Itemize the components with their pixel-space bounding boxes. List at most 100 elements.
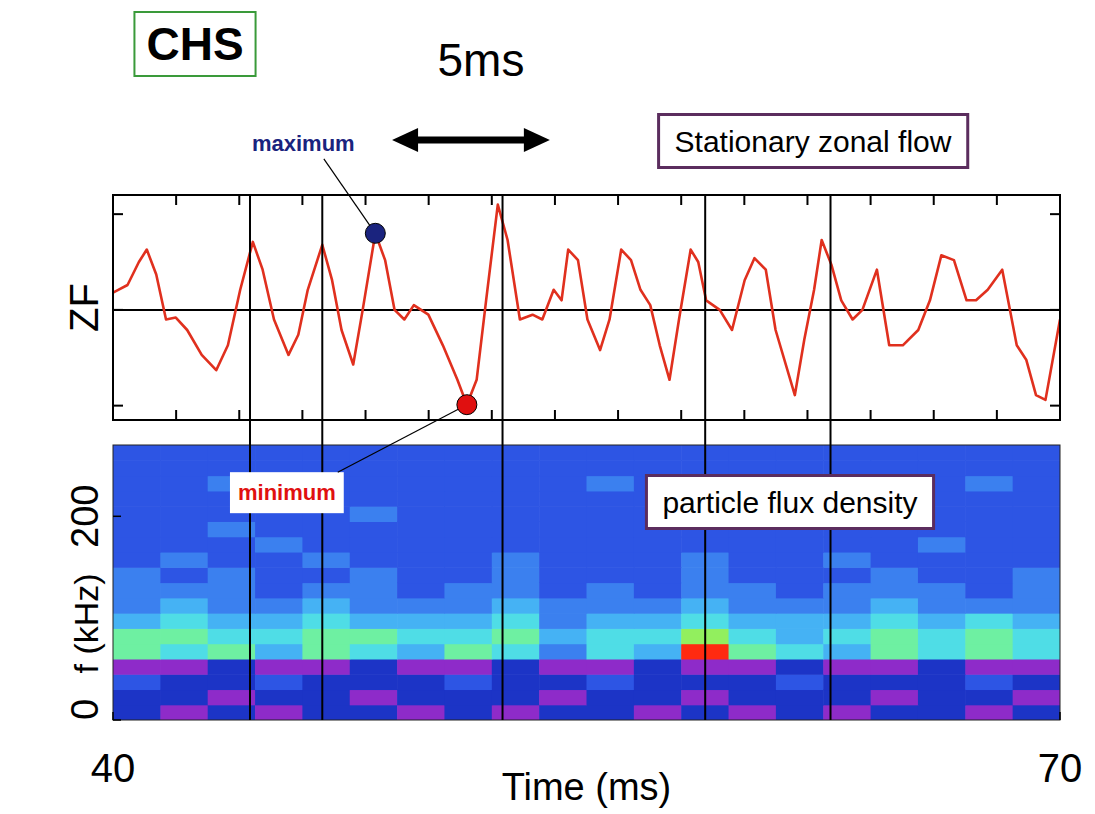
heatmap-cell bbox=[729, 674, 777, 690]
heatmap-cell bbox=[965, 705, 1013, 720]
heatmap-cell bbox=[255, 674, 303, 690]
heatmap-cell bbox=[965, 674, 1013, 690]
heatmap-cell bbox=[587, 628, 635, 644]
heatmap-cell bbox=[871, 644, 919, 660]
heatmap-cell bbox=[539, 491, 587, 507]
heatmap-cell bbox=[539, 460, 587, 476]
heatmap-cell bbox=[871, 445, 919, 461]
heatmap-cell bbox=[160, 567, 208, 583]
heatmap-cell bbox=[1013, 506, 1060, 522]
heatmap-cell bbox=[539, 644, 587, 660]
heatmap-cell bbox=[1013, 552, 1060, 568]
heatmap-cell bbox=[1013, 521, 1060, 537]
x-tick bbox=[996, 410, 998, 420]
heatmap-cell bbox=[444, 659, 492, 675]
heatmap-cell bbox=[350, 537, 398, 553]
heatmap-cell bbox=[871, 552, 919, 568]
y-tick bbox=[1050, 213, 1060, 215]
heatmap-cell bbox=[634, 445, 682, 461]
y-tick-label: 200 bbox=[64, 485, 106, 548]
vline bbox=[502, 195, 504, 720]
heatmap-cell bbox=[255, 613, 303, 629]
x-tick bbox=[175, 410, 177, 420]
heatmap-cell bbox=[539, 659, 587, 675]
heatmap-cell bbox=[113, 537, 161, 553]
heatmap-cell bbox=[492, 674, 540, 690]
heatmap-cell bbox=[113, 476, 161, 492]
heatmap-cell bbox=[397, 628, 445, 644]
heatmap-cell bbox=[492, 598, 540, 614]
annotation-text: maximum bbox=[252, 131, 355, 156]
heatmap-cell bbox=[444, 537, 492, 553]
scale-arrowhead bbox=[392, 128, 418, 152]
heatmap-cell bbox=[160, 644, 208, 660]
heatmap-cell bbox=[208, 613, 256, 629]
heatmap-cell bbox=[539, 628, 587, 644]
heatmap-cell bbox=[350, 476, 398, 492]
heatmap-cell bbox=[871, 567, 919, 583]
heatmap-cell bbox=[539, 476, 587, 492]
heatmap-cell bbox=[397, 460, 445, 476]
heatmap-cell bbox=[492, 644, 540, 660]
heatmap-cell bbox=[302, 644, 350, 660]
heatmap-cell bbox=[587, 521, 635, 537]
vline bbox=[830, 195, 832, 720]
heatmap-cell bbox=[397, 476, 445, 492]
heatmap-cell bbox=[918, 537, 966, 553]
heatmap-cell bbox=[634, 628, 682, 644]
heatmap-cell bbox=[444, 705, 492, 720]
heatmap-cell bbox=[729, 552, 777, 568]
heatmap-cell bbox=[1013, 460, 1060, 476]
heatmap-cell bbox=[634, 583, 682, 599]
heatmap-cell bbox=[776, 583, 824, 599]
heatmap-cell bbox=[492, 491, 540, 507]
heatmap-cell bbox=[350, 598, 398, 614]
heatmap-cell bbox=[397, 674, 445, 690]
heatmap-cell bbox=[255, 552, 303, 568]
x-tick bbox=[554, 195, 556, 205]
heatmap-cell bbox=[1013, 705, 1060, 720]
heatmap-cell bbox=[965, 476, 1013, 492]
heatmap-cell bbox=[634, 567, 682, 583]
heatmap-cell bbox=[918, 674, 966, 690]
heatmap-cell bbox=[492, 705, 540, 720]
heatmap-cell bbox=[1013, 445, 1060, 461]
heatmap-cell bbox=[539, 705, 587, 720]
heatmap-cell bbox=[729, 460, 777, 476]
heatmap-cell bbox=[444, 644, 492, 660]
heatmap-cell bbox=[113, 460, 161, 476]
heatmap-cell bbox=[160, 445, 208, 461]
zf-line bbox=[113, 205, 1060, 405]
scale-bar bbox=[416, 137, 526, 144]
vline bbox=[704, 195, 706, 720]
heatmap-cell bbox=[634, 705, 682, 720]
heatmap-cell bbox=[350, 659, 398, 675]
heatmap-cell bbox=[871, 583, 919, 599]
heatmap-cell bbox=[729, 644, 777, 660]
heatmap-cell bbox=[397, 644, 445, 660]
heatmap-cell bbox=[1013, 689, 1060, 705]
heatmap-cell bbox=[160, 460, 208, 476]
heatmap-cell bbox=[160, 552, 208, 568]
heatmap-cell bbox=[776, 445, 824, 461]
heatmap-cell bbox=[539, 567, 587, 583]
heatmap-cell bbox=[302, 705, 350, 720]
heatmap-cell bbox=[397, 598, 445, 614]
heatmap-cell bbox=[113, 613, 161, 629]
heatmap-cell bbox=[397, 552, 445, 568]
x-tick bbox=[996, 195, 998, 205]
x-tick-label: 40 bbox=[91, 746, 136, 790]
heatmap-cell bbox=[918, 460, 966, 476]
annotation: maximum bbox=[244, 123, 363, 164]
heatmap-cell bbox=[208, 674, 256, 690]
heatmap-cell bbox=[492, 521, 540, 537]
heatmap-cell bbox=[302, 537, 350, 553]
heatmap-cell bbox=[776, 567, 824, 583]
heatmap-cell bbox=[444, 567, 492, 583]
y-tick-label: 0 bbox=[64, 699, 106, 720]
heatmap-cell bbox=[208, 689, 256, 705]
bottom-title: particle flux density bbox=[646, 476, 933, 529]
top-title: Stationary zonal flow bbox=[659, 115, 968, 168]
heatmap-cell bbox=[871, 705, 919, 720]
heatmap-cell bbox=[255, 705, 303, 720]
